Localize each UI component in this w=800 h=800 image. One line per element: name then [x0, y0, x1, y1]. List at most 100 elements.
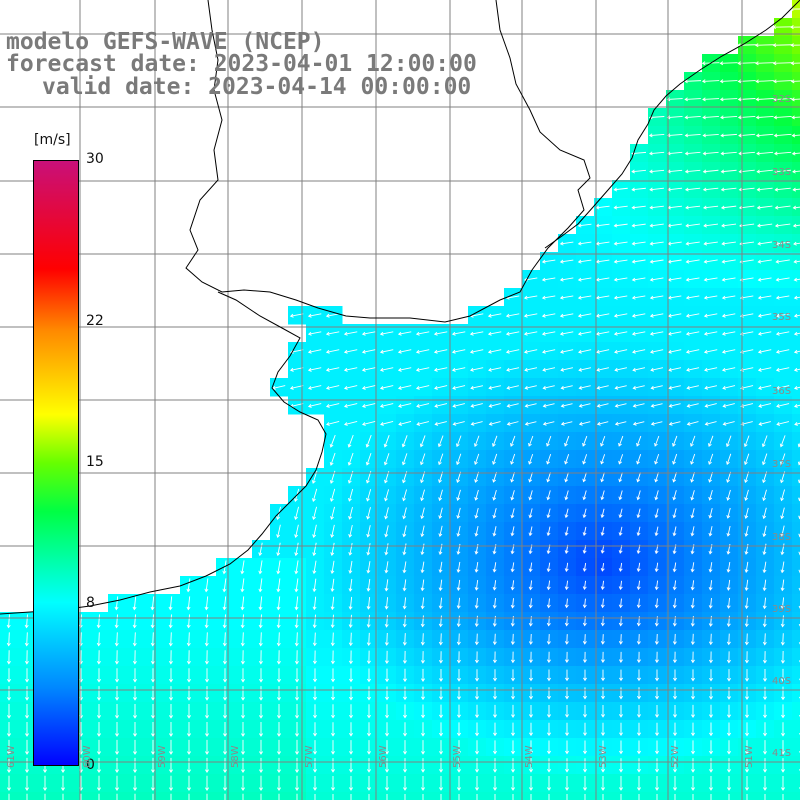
wind-arrow: [403, 722, 407, 737]
wind-arrow: [528, 526, 533, 537]
wind-arrow: [773, 151, 792, 156]
wind-arrow: [792, 169, 800, 174]
wind-arrow: [618, 435, 624, 447]
wind-arrow: [25, 668, 29, 683]
wind-arrow: [703, 259, 718, 264]
wind-arrow: [654, 598, 659, 609]
wind-arrow: [343, 367, 358, 372]
wind-arrow: [780, 597, 785, 610]
wind-arrow: [241, 739, 245, 755]
wind-arrow: [632, 349, 646, 354]
wind-arrow: [169, 757, 173, 773]
wind-arrow: [134, 793, 136, 800]
wind-arrow: [384, 615, 389, 628]
wind-arrow: [276, 596, 281, 611]
wind-arrow: [276, 614, 281, 629]
wind-arrow: [401, 453, 408, 466]
wind-arrow: [709, 722, 713, 737]
wind-arrow: [133, 739, 137, 755]
wind-arrow: [601, 758, 605, 773]
wind-arrow: [420, 615, 425, 628]
wind-arrow: [403, 740, 407, 755]
wind-arrow: [488, 421, 501, 426]
wind-arrow: [222, 632, 227, 647]
wind-arrow: [294, 506, 299, 520]
wind-arrow: [672, 490, 677, 501]
wind-arrow: [772, 43, 793, 48]
wind-arrow: [649, 151, 665, 156]
wind-arrow: [577, 277, 592, 282]
wind-arrow: [578, 421, 591, 426]
wind-arrow: [763, 776, 767, 791]
wind-arrow: [709, 704, 713, 719]
wind-arrow: [704, 403, 717, 408]
wind-arrow: [313, 668, 317, 683]
wind-arrow: [366, 614, 371, 628]
wind-arrow: [434, 403, 448, 408]
wind-arrow: [451, 367, 466, 372]
wind-arrow: [97, 686, 101, 701]
wind-arrow: [506, 367, 520, 372]
wind-arrow: [421, 704, 425, 719]
wind-arrow: [492, 598, 497, 609]
wind-arrow: [397, 331, 412, 336]
wind-arrow: [402, 633, 407, 646]
wind-arrow: [440, 793, 442, 800]
wind-arrow: [25, 775, 29, 792]
wind-arrow: [673, 758, 677, 773]
wind-arrow: [546, 562, 551, 573]
longitude-label: 57W: [304, 745, 315, 768]
wind-arrow: [7, 757, 11, 773]
wind-arrow: [577, 295, 592, 300]
wind-arrow: [277, 668, 281, 683]
wind-arrow: [546, 634, 551, 645]
wind-arrow: [361, 403, 376, 408]
wind-arrow: [240, 650, 245, 665]
wind-arrow: [600, 580, 605, 590]
wind-arrow: [762, 561, 767, 574]
wind-arrow: [294, 578, 299, 593]
wind-arrow: [775, 367, 790, 372]
wind-arrow: [613, 223, 628, 228]
wind-arrow: [685, 205, 701, 210]
wind-arrow: [25, 686, 29, 701]
wind-arrow: [690, 471, 695, 483]
wind-arrow: [722, 403, 735, 408]
wind-arrow: [726, 579, 731, 591]
wind-arrow: [493, 704, 497, 719]
wind-arrow: [691, 740, 695, 755]
wind-arrow: [469, 349, 484, 354]
wind-arrow: [780, 633, 785, 646]
wind-arrow: [439, 758, 443, 773]
wind-arrow: [365, 434, 372, 448]
wind-arrow: [582, 598, 587, 609]
wind-arrow: [475, 776, 479, 791]
wind-arrow: [755, 61, 775, 66]
wind-arrow: [691, 704, 695, 718]
wind-arrow: [168, 596, 173, 611]
wind-arrow: [618, 651, 623, 663]
wind-arrow: [205, 757, 209, 773]
wind-arrow: [510, 562, 515, 573]
wind-arrow: [650, 349, 664, 354]
wind-arrow: [114, 614, 119, 629]
wind-arrow: [564, 580, 569, 591]
wind-arrow: [774, 187, 791, 192]
wind-cell: [792, 774, 800, 793]
wind-arrow: [170, 793, 172, 800]
wind-arrow: [745, 704, 749, 719]
wind-arrow: [97, 721, 101, 737]
wind-arrow: [779, 453, 786, 466]
wind-arrow: [506, 421, 519, 426]
wind-arrow: [169, 721, 173, 737]
wind-arrow: [492, 435, 498, 447]
wind-arrow: [690, 526, 695, 537]
wind-arrow: [726, 453, 732, 465]
wind-arrow: [685, 277, 700, 282]
wind-arrow: [523, 331, 538, 336]
wind-arrow: [582, 435, 588, 447]
wind-arrow: [404, 793, 406, 800]
wind-arrow: [474, 579, 479, 591]
wind-arrow: [169, 775, 173, 792]
wind-arrow: [614, 367, 628, 372]
